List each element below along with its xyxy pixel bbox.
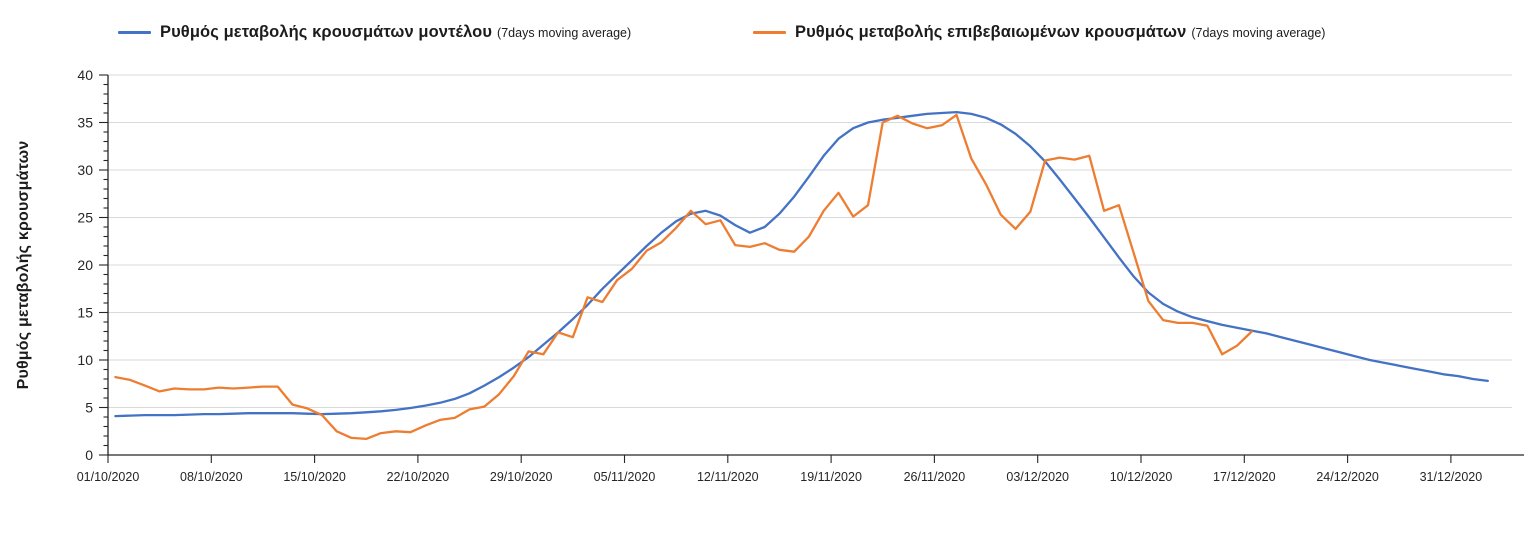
y-tick-label: 25: [77, 210, 93, 226]
x-tick-label: 08/10/2020: [180, 470, 243, 484]
y-tick-label: 0: [85, 447, 93, 463]
x-tick-label: 01/10/2020: [77, 470, 140, 484]
confirmed-series-line: [114, 113, 1253, 441]
x-tick-label: 03/12/2020: [1006, 470, 1069, 484]
legend-label-confirmed: Ρυθμός μεταβολής επιβεβαιωμένων κρουσμάτ…: [795, 22, 1187, 41]
y-tick-label: 15: [77, 305, 93, 321]
x-axis: 01/10/2020 08/10/2020 15/10/2020 22/10/2020…: [77, 454, 1524, 484]
x-tick-label: 31/12/2020: [1420, 470, 1483, 484]
legend-label-model: Ρυθμός μεταβολής κρουσμάτων μοντέλου: [160, 22, 493, 41]
legend-sub-confirmed: (7days moving average): [1191, 26, 1326, 40]
x-tick-label: 10/12/2020: [1110, 470, 1173, 484]
y-tick-label: 40: [77, 67, 93, 83]
y-axis: 0 5 10 15 20 25 30 35 40: [77, 67, 109, 463]
x-tick-label: 24/12/2020: [1316, 470, 1379, 484]
gridlines: [108, 74, 1512, 408]
y-tick-label: 35: [77, 115, 93, 131]
y-tick-label: 20: [77, 257, 93, 273]
legend-item-model: Ρυθμός μεταβολής κρουσμάτων μοντέλου (7d…: [118, 20, 631, 44]
legend-item-confirmed: Ρυθμός μεταβολής επιβεβαιωμένων κρουσμάτ…: [753, 20, 1325, 44]
x-tick-label: 19/11/2020: [800, 470, 862, 484]
y-tick-label: 10: [77, 352, 93, 368]
legend-sub-model: (7days moving average): [497, 26, 632, 40]
x-tick-label: 12/11/2020: [697, 470, 759, 484]
legend-line-model-icon: [118, 30, 151, 34]
x-tick-label: 15/10/2020: [283, 470, 346, 484]
legend-line-confirmed-icon: [753, 30, 786, 34]
x-tick-label: 17/12/2020: [1213, 470, 1276, 484]
x-tick-label: 05/11/2020: [594, 470, 656, 484]
data-series: [114, 110, 1489, 441]
model-series-line: [114, 110, 1489, 418]
x-tick-label: 22/10/2020: [387, 470, 450, 484]
y-tick-label: 30: [77, 162, 93, 178]
y-tick-label: 5: [85, 400, 93, 416]
x-tick-label: 29/10/2020: [490, 470, 553, 484]
x-tick-label: 26/11/2020: [904, 470, 966, 484]
